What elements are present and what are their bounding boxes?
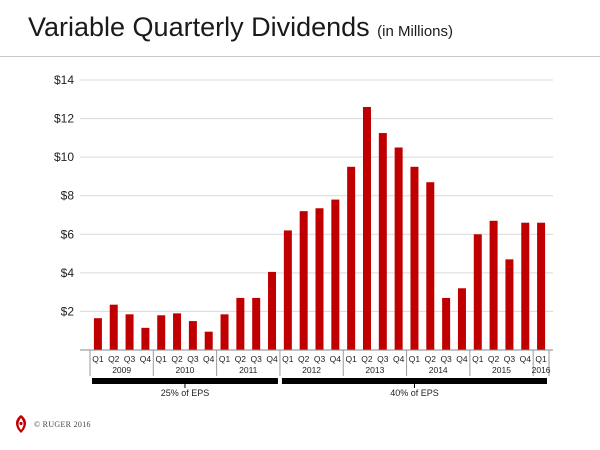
bar xyxy=(489,220,498,350)
bar xyxy=(457,288,466,350)
bar xyxy=(109,304,118,350)
x-tick-label: Q1 xyxy=(219,354,231,364)
x-tick-label: Q1 xyxy=(282,354,294,364)
bar xyxy=(283,230,292,350)
x-tick-label: Q1 xyxy=(409,354,421,364)
bar xyxy=(93,318,102,350)
page-title: Variable Quarterly Dividends (in Million… xyxy=(28,12,453,43)
y-tick-label: $14 xyxy=(54,73,74,87)
x-tick-label: Q1 xyxy=(156,354,168,364)
x-tick-label: Q4 xyxy=(330,354,342,364)
chart-title: Variable Quarterly Dividends xyxy=(28,12,370,42)
bar xyxy=(315,208,324,350)
chart-subtitle: (in Millions) xyxy=(377,23,454,40)
bar xyxy=(252,297,261,350)
title-divider xyxy=(0,56,600,57)
year-label: 2012 xyxy=(302,365,321,375)
x-tick-label: Q2 xyxy=(488,354,500,364)
bar xyxy=(157,315,166,350)
year-label: 2014 xyxy=(429,365,448,375)
bar xyxy=(410,166,419,350)
footer: © RUGER 2016 xyxy=(14,414,91,434)
bar xyxy=(220,314,229,350)
payout-band-bar xyxy=(92,378,278,384)
x-tick-label: Q3 xyxy=(251,354,263,364)
x-tick-label: Q4 xyxy=(266,354,278,364)
x-tick-label: Q2 xyxy=(298,354,310,364)
y-tick-label: $12 xyxy=(54,112,74,126)
x-tick-label: Q4 xyxy=(393,354,405,364)
bar xyxy=(394,147,403,350)
x-tick-label: Q4 xyxy=(140,354,152,364)
bar xyxy=(347,166,356,350)
bar xyxy=(426,182,435,350)
y-tick-label: $8 xyxy=(61,189,75,203)
year-label: 2013 xyxy=(365,365,384,375)
x-tick-label: Q4 xyxy=(456,354,468,364)
x-tick-label: Q1 xyxy=(92,354,104,364)
x-tick-label: Q3 xyxy=(124,354,136,364)
y-tick-label: $4 xyxy=(61,266,75,280)
x-tick-label: Q3 xyxy=(440,354,452,364)
payout-band-label: 25% of EPS xyxy=(161,388,210,398)
bar xyxy=(188,321,197,350)
axes xyxy=(80,349,553,376)
payout-band-bar xyxy=(281,378,547,384)
y-tick-label: $2 xyxy=(61,304,75,318)
payout-bands: 25% of EPS 40% of EPS xyxy=(92,378,547,398)
bar xyxy=(331,199,340,350)
year-label: 2016 xyxy=(532,365,551,375)
bar xyxy=(473,234,482,350)
x-tick-label: Q4 xyxy=(203,354,215,364)
x-tick-label: Q2 xyxy=(425,354,437,364)
bars xyxy=(93,107,546,350)
bar xyxy=(378,133,387,350)
copyright-text: © RUGER 2016 xyxy=(34,419,91,429)
x-tick-label: Q3 xyxy=(377,354,389,364)
year-label: 2011 xyxy=(239,365,258,375)
payout-band-label: 40% of EPS xyxy=(390,388,439,398)
bar xyxy=(442,297,451,350)
year-label: 2009 xyxy=(112,365,131,375)
eagle-logo-icon xyxy=(16,415,26,433)
bar xyxy=(505,259,514,350)
x-tick-label: Q1 xyxy=(345,354,357,364)
year-label: 2010 xyxy=(176,365,195,375)
x-tick-label: Q1 xyxy=(472,354,484,364)
x-tick-label: Q2 xyxy=(108,354,120,364)
bar xyxy=(236,297,245,350)
x-tick-label: Q2 xyxy=(171,354,183,364)
x-tick-label: Q4 xyxy=(520,354,532,364)
bar xyxy=(204,331,213,350)
bar xyxy=(362,107,371,350)
y-tick-label: $10 xyxy=(54,150,74,164)
bar xyxy=(173,313,182,350)
x-tick-label: Q2 xyxy=(361,354,373,364)
y-tick-label: $6 xyxy=(61,227,75,241)
bar xyxy=(299,211,308,350)
bar xyxy=(141,327,150,350)
bar xyxy=(268,271,277,350)
x-tick-label: Q3 xyxy=(314,354,326,364)
year-label: 2015 xyxy=(492,365,511,375)
bar xyxy=(125,314,134,350)
x-tick-label: Q3 xyxy=(504,354,516,364)
bar xyxy=(537,222,546,350)
bar xyxy=(521,222,530,350)
x-tick-label: Q3 xyxy=(187,354,199,364)
x-tick-label: Q1 xyxy=(535,354,547,364)
x-tick-label: Q2 xyxy=(235,354,247,364)
